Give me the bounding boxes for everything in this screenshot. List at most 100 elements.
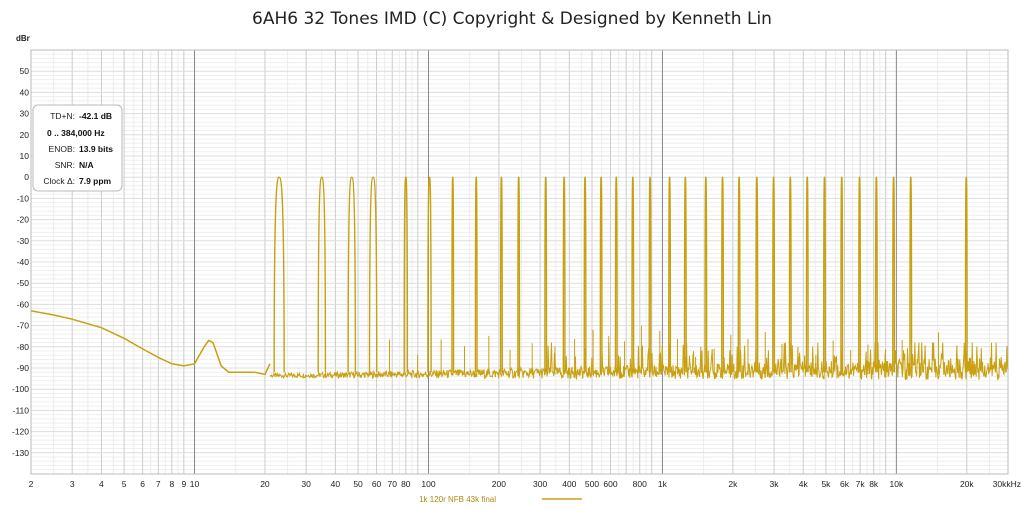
tone-peak bbox=[273, 176, 285, 373]
x-tick-label: 600 bbox=[603, 479, 617, 489]
x-tick-label: 3 bbox=[70, 479, 75, 489]
tone-peak bbox=[368, 176, 378, 373]
x-tick-label: 4 bbox=[99, 479, 104, 489]
x-tick-label: 5 bbox=[122, 479, 127, 489]
tone-peak bbox=[474, 176, 478, 373]
series-layer bbox=[30, 176, 1009, 381]
stats-row-label: ENOB: bbox=[49, 144, 75, 154]
stats-row-label: SNR: bbox=[55, 160, 75, 170]
x-tick-label: 7k bbox=[856, 479, 866, 489]
x-axis-tick-labels: 2 3 4 5 6 7 8 9 10 20 30 40 50 60 70 80 100 200 300 400 500 6… bbox=[29, 479, 1021, 489]
tone-peak bbox=[874, 176, 878, 373]
y-tick-label: -30 bbox=[17, 236, 30, 246]
x-tick-label: 20 bbox=[260, 479, 270, 489]
y-tick-label: 30 bbox=[20, 109, 30, 119]
tone-peak bbox=[840, 176, 844, 373]
y-tick-label: -10 bbox=[17, 193, 30, 203]
y-tick-label: -70 bbox=[17, 321, 30, 331]
x-tick-label: 30 bbox=[301, 479, 311, 489]
tone-peak bbox=[347, 176, 357, 373]
x-tick-label: 5k bbox=[821, 479, 831, 489]
tone-peak bbox=[909, 176, 913, 373]
x-tick-label: 7 bbox=[156, 479, 161, 489]
tone-peak bbox=[614, 176, 618, 373]
y-tick-label: 20 bbox=[20, 130, 30, 140]
legend: 1k 120r NFB 43k final bbox=[419, 495, 582, 504]
stats-row-value: 7.9 ppm bbox=[79, 176, 112, 186]
y-tick-label: 0 bbox=[24, 172, 29, 182]
tone-peak bbox=[823, 176, 827, 373]
x-tick-label: 40 bbox=[331, 479, 341, 489]
x-tick-label: 200 bbox=[492, 479, 506, 489]
x-tick-label: 30kkHz bbox=[993, 479, 1021, 489]
y-tick-label: -120 bbox=[12, 427, 29, 437]
x-tick-label: 2 bbox=[29, 479, 34, 489]
tone-peak bbox=[544, 176, 548, 373]
stats-row: 0 .. 384,000 Hz bbox=[47, 128, 105, 138]
x-tick-label: 9 bbox=[181, 479, 186, 489]
stats-row-value: -42.1 dB bbox=[79, 111, 112, 121]
y-axis-tick-labels: 50 40 30 20 10 0 -10 -20 -30 -40 -50 -60 -70 -80 -90 -1… bbox=[12, 66, 29, 458]
stats-row: ENOB: 13.9 bits bbox=[49, 144, 114, 154]
x-tick-label: 3k bbox=[770, 479, 780, 489]
x-tick-label: 100 bbox=[421, 479, 435, 489]
tone-peak bbox=[403, 176, 409, 373]
tone-peak bbox=[704, 176, 708, 373]
stats-box: TD+N: -42.1 dB 0 .. 384,000 Hz ENOB: 13.9 bi… bbox=[32, 104, 123, 192]
stats-row-label: TD+N: bbox=[50, 111, 75, 121]
y-tick-label: 10 bbox=[20, 151, 30, 161]
tone-peak bbox=[755, 176, 759, 373]
tone-peak bbox=[788, 176, 792, 373]
x-tick-label: 800 bbox=[633, 479, 647, 489]
tone-peak bbox=[721, 176, 725, 373]
y-tick-label: -80 bbox=[17, 342, 30, 352]
tone-peak bbox=[892, 176, 896, 373]
x-tick-label: 500 bbox=[585, 479, 599, 489]
tone-peak bbox=[451, 176, 455, 373]
tone-peak bbox=[805, 176, 809, 373]
tone-peak bbox=[683, 176, 687, 373]
tone-peak bbox=[964, 176, 968, 373]
y-axis-unit-label: dBr bbox=[16, 34, 30, 43]
tone-peak bbox=[599, 176, 603, 373]
noise-floor bbox=[269, 342, 1009, 381]
x-tick-label: 8k bbox=[869, 479, 879, 489]
stats-row-value: N/A bbox=[79, 160, 94, 170]
stats-row-value: 13.9 bits bbox=[79, 144, 113, 154]
x-tick-label: 60 bbox=[372, 479, 382, 489]
x-tick-label: 4k bbox=[799, 479, 809, 489]
y-tick-label: -90 bbox=[17, 363, 30, 373]
x-tick-label: 1k bbox=[658, 479, 668, 489]
tone-peak bbox=[517, 176, 521, 373]
x-tick-label: 2k bbox=[728, 479, 738, 489]
tone-peak bbox=[648, 176, 652, 373]
x-tick-label: 20k bbox=[960, 479, 974, 489]
x-tick-label: 80 bbox=[401, 479, 411, 489]
y-tick-label: 50 bbox=[20, 66, 30, 76]
y-tick-label: -60 bbox=[17, 299, 30, 309]
stats-rows: TD+N: -42.1 dB 0 .. 384,000 Hz ENOB: 13.9 bi… bbox=[43, 111, 113, 186]
tone-peak bbox=[499, 176, 503, 373]
x-tick-label: 70 bbox=[388, 479, 398, 489]
x-tick-label: 6 bbox=[140, 479, 145, 489]
tone-peak bbox=[427, 176, 432, 373]
tone-peak bbox=[737, 176, 741, 373]
y-tick-label: 40 bbox=[20, 87, 30, 97]
x-tick-label: 50 bbox=[353, 479, 363, 489]
chart-title: 6AH6 32 Tones IMD (C) Copyright & Design… bbox=[252, 9, 772, 29]
low-frequency-curve bbox=[30, 310, 271, 376]
tone-peak bbox=[583, 176, 587, 373]
x-tick-label: 300 bbox=[533, 479, 547, 489]
stats-row-label: Clock Δ: bbox=[43, 176, 75, 186]
stats-row: Clock Δ: 7.9 ppm bbox=[43, 176, 111, 186]
y-tick-label: -100 bbox=[12, 384, 29, 394]
y-tick-label: -50 bbox=[17, 278, 30, 288]
x-tick-label: 10k bbox=[890, 479, 904, 489]
tone-peak bbox=[668, 176, 672, 373]
tone-peak bbox=[317, 176, 327, 373]
y-tick-label: -20 bbox=[17, 215, 30, 225]
stats-box-background bbox=[32, 104, 123, 192]
tone-peak bbox=[631, 176, 635, 373]
stats-row: TD+N: -42.1 dB bbox=[50, 111, 112, 121]
legend-label: 1k 120r NFB 43k final bbox=[419, 495, 496, 504]
